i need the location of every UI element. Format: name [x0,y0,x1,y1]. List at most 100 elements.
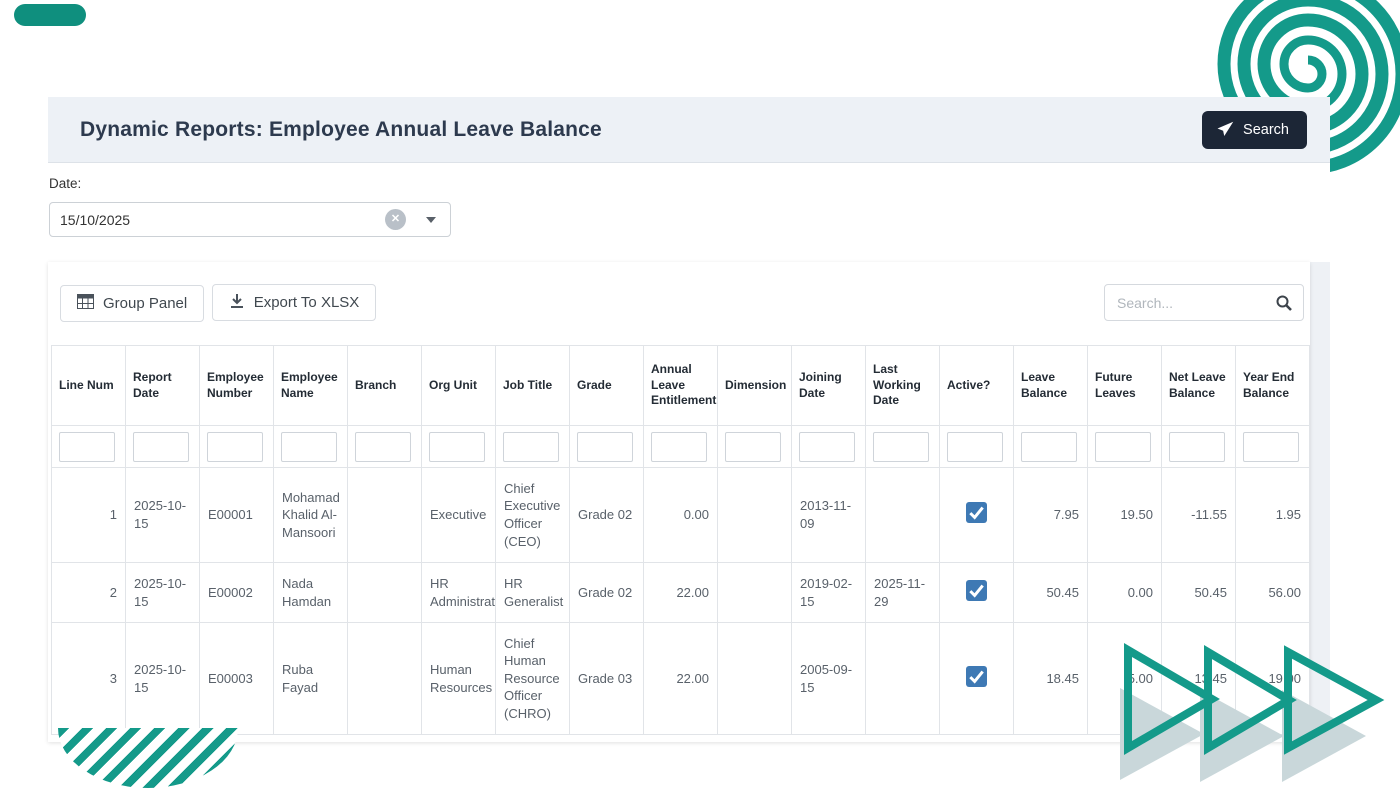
column-header-last-working-date[interactable]: Last Working Date [865,345,940,426]
date-input[interactable] [50,203,390,236]
column-filter-input[interactable] [133,431,189,462]
column-filter-input[interactable] [947,431,1003,462]
column-header-org-unit[interactable]: Org Unit [421,345,496,426]
date-dropdown-caret[interactable] [426,217,436,223]
column-filter-input[interactable] [59,431,115,462]
column-header-report-date[interactable]: Report Date [125,345,200,426]
search-button[interactable]: Search [1202,111,1307,149]
column-filter-input[interactable] [799,431,855,462]
cell-job-title: HR Generalist [495,562,570,623]
cell-leave-balance: 18.45 [1013,622,1088,735]
column-filter-input[interactable] [873,431,929,462]
column-filter-input[interactable] [355,431,411,462]
filter-cell [717,425,792,468]
table-row: 2 2025-10-15 E00002 Nada Hamdan HR Admin… [51,562,1310,623]
header-row: Line Num Report Date Employee Number Emp… [51,345,1310,426]
filter-cell [495,425,570,468]
column-filter-input[interactable] [1243,431,1299,462]
column-header-grade[interactable]: Grade [569,345,644,426]
column-header-joining-date[interactable]: Joining Date [791,345,866,426]
cell-employee-name: Nada Hamdan [273,562,348,623]
table-row: 3 2025-10-15 E00003 Ruba Fayad Human Res… [51,622,1310,735]
cell-org-unit: HR Administration [421,562,496,623]
cell-dimension [717,622,792,735]
column-filter-input[interactable] [207,431,263,462]
cell-joining-date: 2019-02-15 [791,562,866,623]
cell-dimension [717,467,792,563]
filter-cell [1161,425,1236,468]
cell-leave-balance: 7.95 [1013,467,1088,563]
date-label: Date: [49,176,82,191]
cell-branch [347,562,422,623]
cell-active [939,467,1014,563]
column-filter-input[interactable] [503,431,559,462]
cell-grade: Grade 02 [569,562,644,623]
data-grid-panel: Group Panel Export To XLSX Line Num Repo… [48,262,1310,742]
export-xlsx-button[interactable]: Export To XLSX [211,284,377,321]
report-header-bar: Dynamic Reports: Employee Annual Leave B… [48,97,1330,163]
date-picker: ✕ [49,202,451,237]
column-header-future-leaves[interactable]: Future Leaves [1087,345,1162,426]
column-filter-input[interactable] [651,431,707,462]
filter-cell [1087,425,1162,468]
cell-future-leaves: 0.00 [1087,562,1162,623]
column-header-line-num[interactable]: Line Num [51,345,126,426]
stripes-decoration [58,728,238,788]
column-header-leave-balance[interactable]: Leave Balance [1013,345,1088,426]
cell-line-num: 2 [51,562,126,623]
column-header-active[interactable]: Active? [939,345,1014,426]
pill-decoration [14,4,86,26]
spiral-decoration [1217,0,1400,175]
cell-employee-name: Ruba Fayad [273,622,348,735]
column-filter-input[interactable] [1021,431,1077,462]
cell-branch [347,467,422,563]
active-checkbox[interactable] [966,665,987,687]
cell-leave-balance: 50.45 [1013,562,1088,623]
filter-cell [865,425,940,468]
column-header-employee-number[interactable]: Employee Number [199,345,274,426]
clear-date-icon[interactable]: ✕ [385,209,406,230]
grid-search-input[interactable] [1105,285,1272,320]
cell-job-title: Chief Human Resource Officer (CHRO) [495,622,570,735]
cell-future-leaves: 19.50 [1087,467,1162,563]
column-header-job-title[interactable]: Job Title [495,345,570,426]
page-title: Dynamic Reports: Employee Annual Leave B… [80,117,602,141]
filter-cell [569,425,644,468]
column-header-net-leave-balance[interactable]: Net Leave Balance [1161,345,1236,426]
active-checkbox[interactable] [966,502,987,524]
cell-joining-date: 2005-09-15 [791,622,866,735]
filter-cell [643,425,718,468]
filter-cell [1235,425,1310,468]
cell-employee-number: E00002 [199,562,274,623]
cell-branch [347,622,422,735]
column-header-employee-name[interactable]: Employee Name [273,345,348,426]
column-header-branch[interactable]: Branch [347,345,422,426]
grid-icon [77,293,94,313]
cell-last-working-date [865,622,940,735]
column-filter-input[interactable] [725,431,781,462]
filter-cell [939,425,1014,468]
grid-toolbar: Group Panel Export To XLSX [60,284,1304,322]
cell-joining-date: 2013-11-09 [791,467,866,563]
column-filter-input[interactable] [1169,431,1225,462]
grid-search [1104,284,1304,321]
column-filter-input[interactable] [1095,431,1151,462]
filter-cell [199,425,274,468]
column-header-dimension[interactable]: Dimension [717,345,792,426]
cell-active [939,562,1014,623]
column-filter-input[interactable] [429,431,485,462]
active-checkbox[interactable] [966,579,987,601]
column-header-annual-leave-entitlement[interactable]: Annual Leave Entitlement [643,345,718,426]
cell-org-unit: Executive [421,467,496,563]
cell-last-working-date [865,467,940,563]
cell-annual-leave-entitlement: 22.00 [643,622,718,735]
cell-last-working-date: 2025-11-29 [865,562,940,623]
data-grid: Line Num Report Date Employee Number Emp… [51,345,1310,735]
search-button-label: Search [1243,122,1289,138]
cell-grade: Grade 02 [569,467,644,563]
column-header-year-end-balance[interactable]: Year End Balance [1235,345,1310,426]
column-filter-input[interactable] [281,431,337,462]
group-panel-button[interactable]: Group Panel [60,284,205,322]
send-icon [1216,120,1234,141]
column-filter-input[interactable] [577,431,633,462]
